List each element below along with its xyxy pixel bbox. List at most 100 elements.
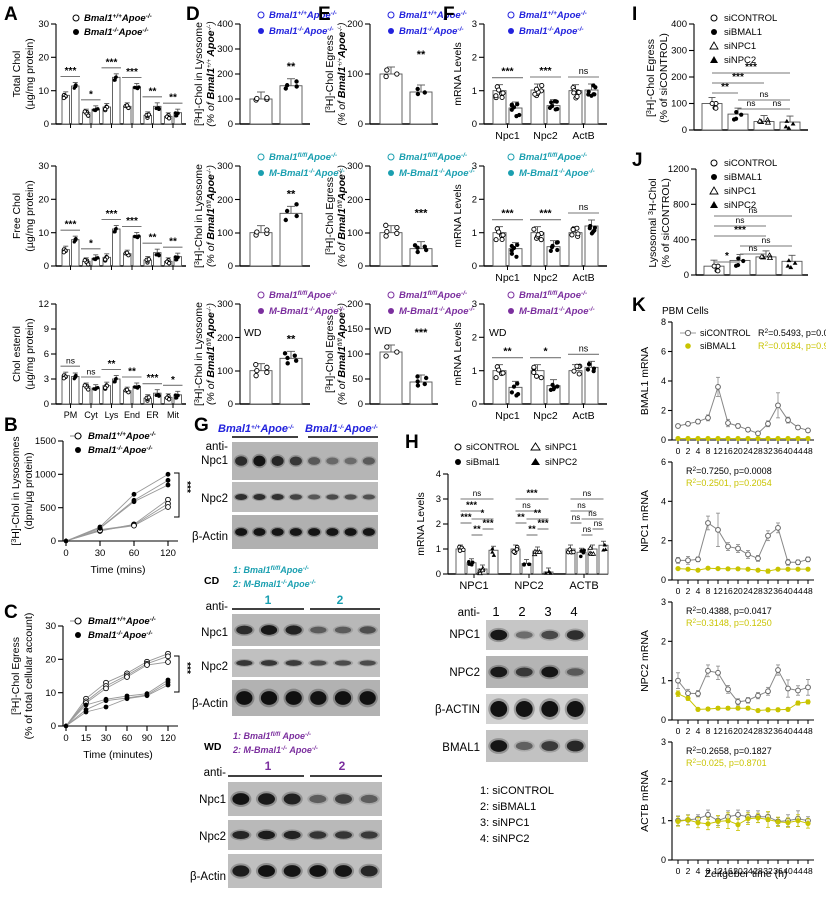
blot-band [344, 494, 357, 500]
panel-g-blot-2: 1 2 anti- Npc1 Npc2 β-Actin [192, 592, 395, 732]
data-point [254, 368, 260, 374]
f3-ytick-3: 3 [472, 299, 477, 310]
blot-band-halo [288, 526, 304, 538]
panel-k-circadian: PBM Cells 0 2 4 6 8 BMAL1 mRNA R2=0.5493, p=0.… [636, 300, 826, 900]
blot-band-halo [306, 493, 322, 501]
e3-ytick-150: 150 [347, 324, 363, 335]
k-xtick: 4 [696, 446, 701, 456]
k-series-line [677, 385, 809, 434]
a1-ylabel-1: Total Chol [11, 51, 23, 98]
blot-membrane [232, 680, 380, 716]
panel-label-k: K [632, 295, 646, 316]
blot-band-halo [233, 492, 249, 502]
blot-band-halo [234, 688, 255, 708]
data-point [805, 427, 811, 434]
significance-marker: * [481, 508, 485, 519]
significance-marker: ** [149, 86, 157, 97]
data-point [415, 249, 420, 255]
bar [727, 113, 749, 131]
data-point [785, 435, 791, 442]
significance-marker: ns [749, 243, 758, 253]
blot-band-halo [332, 625, 354, 635]
k-xtick: 24 [743, 866, 753, 876]
data-point [755, 435, 761, 442]
k-ytick: 6 [661, 347, 666, 357]
data-point [553, 107, 558, 112]
svg-text:[3H]-Chol in Lysosomes: [3H]-Chol in Lysosomes [10, 436, 22, 545]
data-point [735, 435, 741, 442]
data-point [114, 227, 118, 231]
blot-band-halo [283, 659, 304, 667]
i-legend-1: siBMAL1 [724, 27, 762, 38]
k-xtick: 44 [793, 586, 803, 596]
data-point [264, 369, 270, 375]
k-xtick: 12 [713, 586, 723, 596]
data-point [685, 435, 691, 442]
data-point [165, 659, 171, 665]
a1-ylabel-2: (µg/mg protein) [24, 38, 36, 109]
panel-i-egress-sirna: siCONTROL siBMAL1 siNPC1 siNPC2 0 100 20… [636, 10, 826, 150]
k-xtick: 2 [686, 866, 691, 876]
data-point [514, 393, 519, 398]
f-ytick-3: 3 [472, 19, 477, 30]
data-point [775, 435, 781, 442]
k-ytick: 2 [661, 776, 666, 786]
bar [279, 357, 303, 405]
f3-legend-1: M-Bmal1-/-Apoe-/- [519, 306, 595, 318]
data-point [709, 100, 715, 107]
blot-band [362, 528, 375, 536]
data-point [705, 667, 711, 674]
data-point [165, 477, 171, 483]
data-point [805, 684, 811, 691]
blot-band [236, 691, 253, 705]
significance-marker: ns [736, 215, 745, 225]
blot-band-halo [513, 698, 535, 720]
significance-marker: * [89, 89, 93, 100]
bar [132, 86, 141, 125]
svg-text:[3H]-Chol Egress: [3H]-Chol Egress [10, 637, 22, 715]
blot-band-halo [332, 688, 354, 708]
data-point [785, 566, 791, 572]
panel-g-blot-1: Bmal1+/+Apoe-/- Bmal1-/-Apoe-/- anti- Np… [192, 420, 395, 565]
bar [279, 85, 303, 125]
blot-band [335, 865, 352, 877]
blot-band-halo [332, 792, 355, 806]
data-point [675, 557, 681, 564]
data-point [113, 229, 117, 234]
bar [379, 73, 403, 125]
data-point [114, 75, 118, 79]
data-point [470, 560, 475, 565]
k-xtick: 2 [686, 586, 691, 596]
blot-band [285, 691, 302, 705]
significance-marker: *** [415, 208, 429, 220]
svg-text:[3H]-Chol Egress: [3H]-Chol Egress [324, 177, 336, 255]
d-legend-0: Bmal1+/+Apoe-/- [269, 10, 337, 22]
blot-band [335, 831, 352, 839]
data-point [805, 820, 811, 827]
b-ytick-500: 500 [40, 503, 56, 514]
data-point [785, 820, 791, 826]
k-ytick: 0 [661, 855, 666, 865]
blot-band-halo [288, 493, 304, 501]
g3-row-anti: anti- [204, 767, 227, 779]
significance-marker: ** [417, 49, 426, 61]
data-point [775, 819, 781, 825]
data-point [83, 702, 89, 708]
h-blot-row-bmal1: BMAL1 [442, 742, 480, 754]
data-point [292, 353, 297, 358]
blot-band-halo [307, 829, 329, 841]
significance-marker: ns [572, 513, 580, 522]
data-point [755, 555, 761, 562]
f-legend-0: Bmal1+/+Apoe-/- [519, 10, 587, 22]
h-legend-1: siNPC1 [545, 442, 577, 453]
d-ytick-100: 100 [217, 94, 233, 105]
data-point [124, 696, 130, 702]
blot-band-halo [539, 629, 561, 641]
data-point [423, 247, 429, 253]
c-xtick-15: 15 [81, 733, 92, 744]
data-point [176, 393, 180, 398]
k-ylabel: NPC2 mRNA [639, 630, 651, 692]
panel-g-key-cd: 1: Bmal1fl/flApoe-/- 2: M-Bmal1-/-Apoe-/… [200, 562, 395, 594]
g2-row-anti: anti- [206, 601, 229, 613]
svg-text:(% of Bmal1fl/flApoe-/-): (% of Bmal1fl/flApoe-/-) [205, 303, 217, 405]
